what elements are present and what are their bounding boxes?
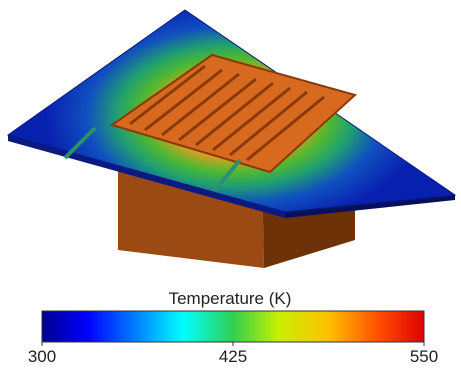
tick-label: 425 <box>219 347 247 366</box>
colorbar-title: Temperature (K) <box>169 289 292 308</box>
page: Temperature (K) 300425550 (() => { const… <box>0 0 461 370</box>
tick-label: 300 <box>28 347 56 366</box>
simulation-figure: Temperature (K) 300 425 550 <box>0 0 461 370</box>
colorbar <box>42 311 424 342</box>
tick-label: 550 <box>410 347 438 366</box>
